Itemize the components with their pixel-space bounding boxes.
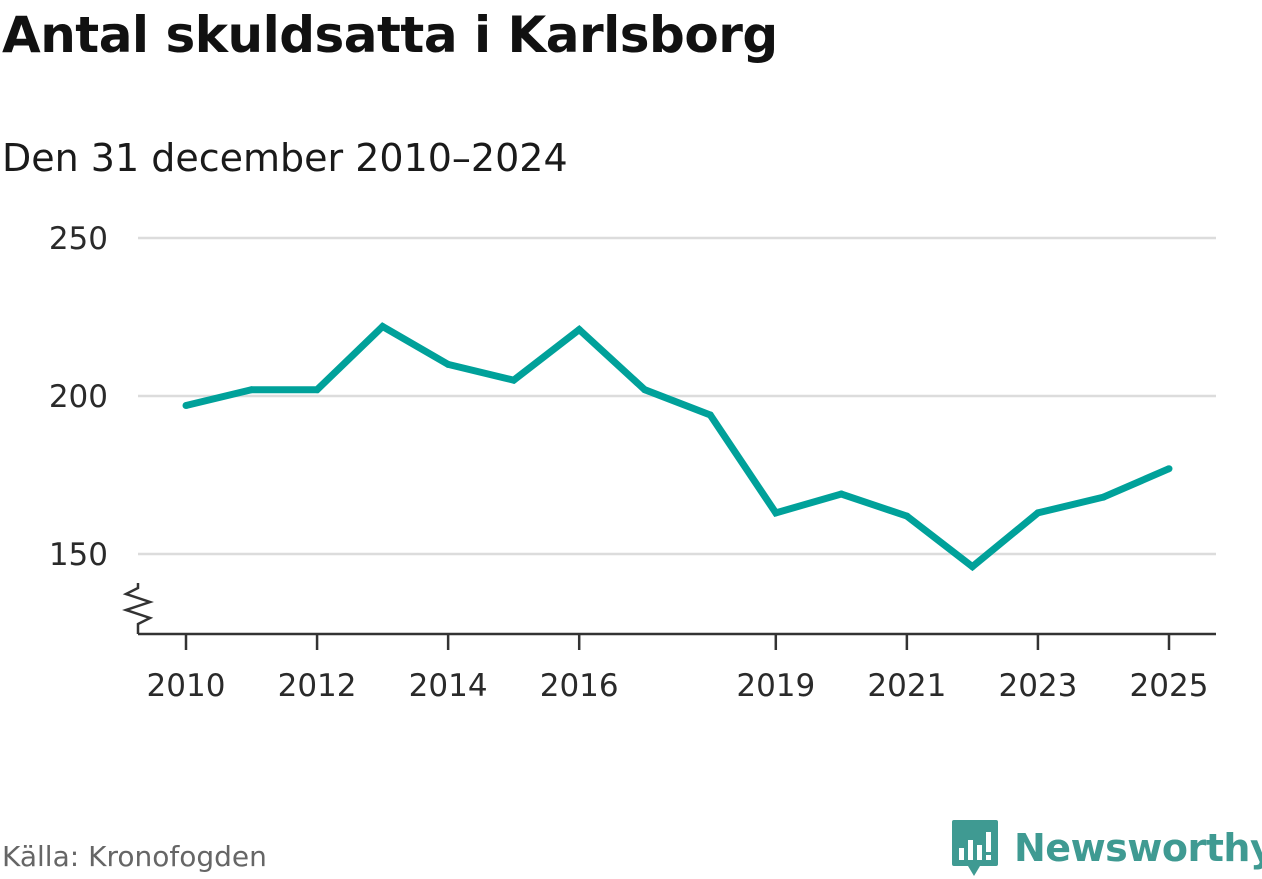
- data-point: [510, 376, 518, 384]
- data-point: [641, 386, 649, 394]
- data-point: [968, 563, 976, 571]
- data-point: [772, 509, 780, 517]
- brand-logo: Newsworthy: [950, 818, 1262, 878]
- axis-break-zigzag: [122, 583, 154, 634]
- data-point: [248, 386, 255, 394]
- brand-name: Newsworthy: [1014, 826, 1262, 870]
- x-tick-label: 2014: [409, 668, 488, 704]
- gridlines: [138, 236, 1216, 556]
- data-point: [1165, 465, 1173, 473]
- x-tick-label: 2019: [736, 668, 815, 704]
- data-point: [575, 326, 583, 334]
- data-point: [706, 411, 714, 419]
- data-point: [903, 512, 911, 520]
- x-tick-label: 2025: [1130, 668, 1209, 704]
- y-tick-label: 150: [49, 537, 108, 573]
- chart-title: Antal skuldsatta i Karlsborg: [2, 6, 778, 64]
- data-point: [1034, 509, 1042, 517]
- series-line-0: [185, 322, 1171, 572]
- x-tick-label: 2012: [278, 668, 357, 704]
- x-tick-label: 2021: [867, 668, 946, 704]
- data-point: [182, 402, 190, 409]
- data-point: [379, 323, 387, 330]
- x-tick-label: 2023: [998, 668, 1077, 704]
- x-tick-label: 2016: [540, 668, 619, 704]
- data-point: [837, 490, 845, 498]
- x-axis-ticks: 2010 2012 2014 2016 2019 2021 2023 2025: [147, 634, 1209, 704]
- series-layer: [182, 322, 1173, 572]
- y-tick-label: 200: [49, 379, 108, 415]
- data-point: [313, 386, 321, 394]
- chart-subtitle: Den 31 december 2010–2024: [2, 136, 568, 180]
- y-axis-ticks: 150 200 250: [49, 221, 108, 573]
- data-point: [444, 360, 452, 368]
- x-tick-label: 2010: [147, 668, 226, 704]
- axis-break-mark: [122, 583, 154, 634]
- newsworthy-logo-icon: [952, 820, 998, 876]
- source-note: Källa: Kronofogden: [2, 840, 267, 873]
- data-point: [1100, 493, 1107, 501]
- y-tick-label: 250: [49, 221, 108, 257]
